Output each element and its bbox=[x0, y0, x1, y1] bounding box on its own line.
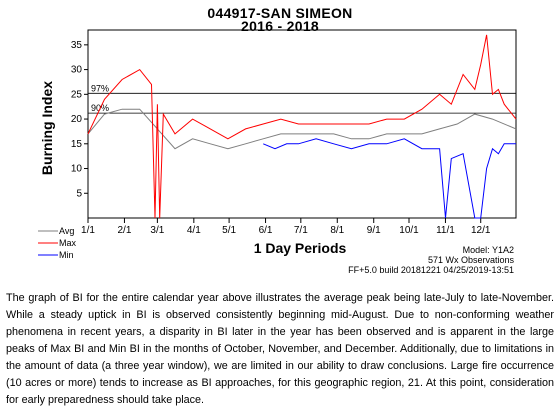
x-tick-label: 9/1 bbox=[367, 225, 381, 236]
chart-title: 044917-SAN SIMEON bbox=[207, 5, 353, 21]
legend-min-label: Min bbox=[59, 250, 74, 260]
y-tick-label: 5 bbox=[76, 188, 82, 199]
y-tick-label: 20 bbox=[71, 114, 83, 125]
burning-index-chart: 5 10 15 20 25 30 35 1/1 2/1 3/1 4/1 5/1 6/1 7/1 8/1 9/1… bbox=[38, 29, 517, 275]
x-axis-label: 1 Day Periods bbox=[254, 240, 347, 256]
y-tick-label: 25 bbox=[71, 89, 83, 100]
x-tick-label: 8/1 bbox=[330, 225, 344, 236]
x-tick-label: 6/1 bbox=[259, 225, 273, 236]
x-tick-label: 1/1 bbox=[81, 225, 95, 236]
x-tick-label: 11/1 bbox=[436, 225, 455, 236]
x-tick-label: 5/1 bbox=[222, 225, 236, 236]
x-tick-label: 3/1 bbox=[150, 225, 164, 236]
observations-note: 571 Wx Observations bbox=[428, 255, 515, 265]
legend: Avg Max Min bbox=[38, 226, 77, 260]
x-tick-label: 7/1 bbox=[294, 225, 308, 236]
model-note: Model: Y1A2 bbox=[463, 245, 514, 255]
y-tick-label: 15 bbox=[71, 139, 83, 150]
plot-area bbox=[87, 29, 517, 219]
x-tick-label: 4/1 bbox=[187, 225, 201, 236]
legend-max-label: Max bbox=[59, 238, 77, 248]
build-note: FF+5.0 build 20181221 04/25/2019-13:51 bbox=[348, 265, 514, 275]
y-tick-label: 35 bbox=[71, 40, 83, 51]
x-tick-label: 10/1 bbox=[399, 225, 419, 236]
y-axis-label: Burning Index bbox=[39, 81, 55, 175]
legend-avg-label: Avg bbox=[59, 226, 74, 236]
x-tick-label: 12/1 bbox=[471, 225, 491, 236]
description-paragraph: The graph of BI for the entire calendar … bbox=[6, 292, 554, 406]
series-line-max bbox=[87, 34, 517, 219]
y-tick-label: 10 bbox=[71, 164, 83, 175]
y-tick-label: 30 bbox=[71, 65, 83, 76]
percentile-label: 97% bbox=[91, 83, 109, 93]
x-tick-label: 2/1 bbox=[117, 225, 131, 236]
series-line-min bbox=[263, 138, 516, 219]
